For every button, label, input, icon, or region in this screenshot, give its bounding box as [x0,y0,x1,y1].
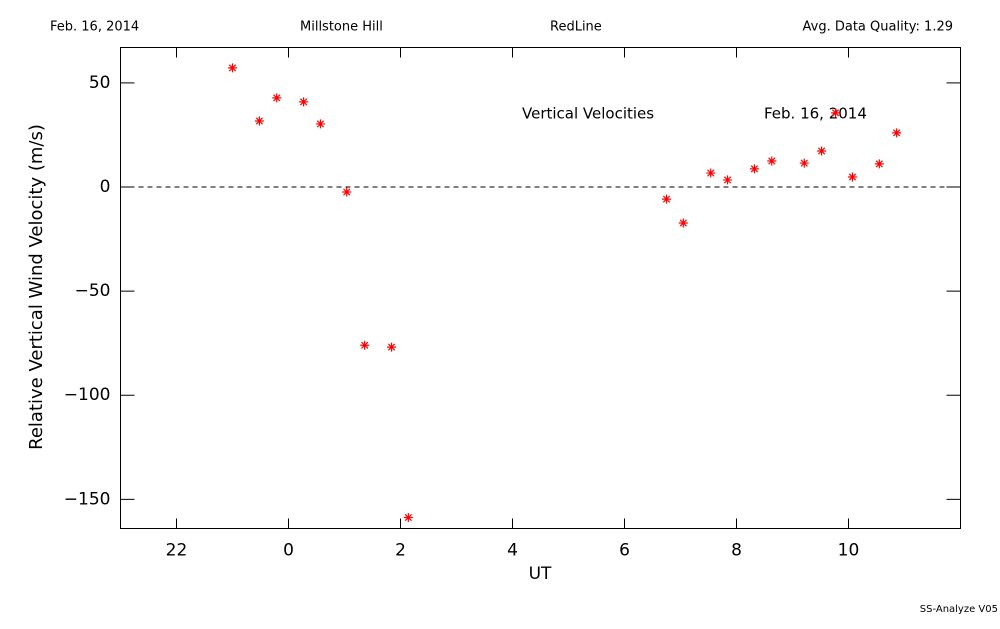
header-filter: RedLine [550,20,602,35]
data-point [767,156,777,166]
plot-frame [120,47,961,529]
data-point [723,175,733,185]
y-tick-label: 50 [89,73,111,93]
data-point [662,194,671,204]
y-axis-label: Relative Vertical Wind Velocity (m/s) [26,124,47,450]
data-point [706,168,716,178]
data-point [817,146,827,156]
data-point [228,63,237,73]
annotation: Vertical Velocities [522,105,654,123]
data-point [874,159,884,169]
data-point [360,340,370,350]
data-point [254,116,264,126]
data-point [831,108,841,118]
header-site: Millstone Hill [300,20,383,35]
x-tick-label: 2 [395,541,406,561]
footer: SS-Analyze V05 [920,604,998,615]
header-quality: Avg. Data Quality: 1.29 [803,20,953,35]
data-point [403,512,413,522]
annotation: Feb. 16, 2014 [764,105,867,123]
data-point [678,218,688,228]
y-tick-label: −100 [64,385,111,405]
data-point [342,187,352,197]
data-point [272,93,282,103]
data-point [387,342,397,352]
data-point [315,119,325,129]
data-point [799,158,809,168]
data-point [299,97,309,107]
x-tick-label: 8 [731,541,742,561]
data-point [847,172,857,182]
header-date: Feb. 16, 2014 [50,20,139,35]
x-tick-label: 6 [619,541,630,561]
x-tick-label: 0 [283,541,294,561]
data-point [749,164,759,174]
x-tick-label: 4 [507,541,518,561]
data-point [892,128,902,138]
x-axis-label: UT [529,564,552,584]
y-tick-label: 0 [100,177,111,197]
y-tick-label: −50 [75,281,111,301]
x-tick-label: 22 [166,541,188,561]
y-tick-label: −150 [64,489,111,509]
x-tick-label: 10 [838,541,860,561]
